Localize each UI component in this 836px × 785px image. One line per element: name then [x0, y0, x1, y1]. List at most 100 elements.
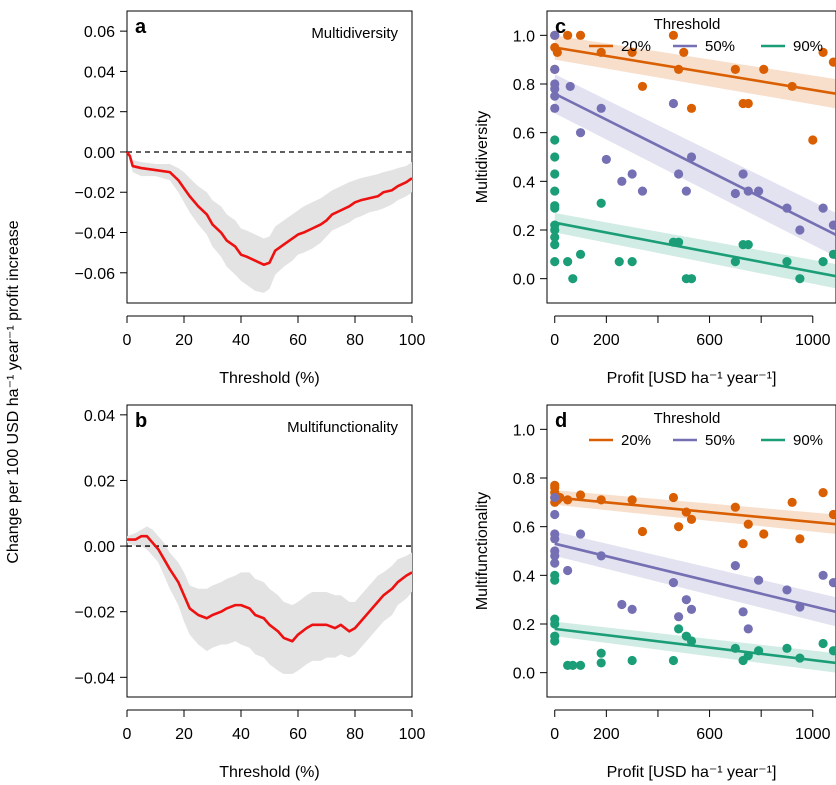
data-point [828, 509, 836, 520]
data-point [552, 47, 562, 57]
data-point [828, 249, 836, 259]
panel-letter: d [555, 410, 567, 432]
data-point [550, 152, 560, 162]
y-tick-label: −0.06 [75, 266, 116, 283]
y-tick-label: 0.06 [84, 24, 115, 41]
data-point [681, 186, 691, 196]
data-point [818, 257, 828, 267]
y-tick-label: 0.2 [513, 223, 535, 240]
x-tick-label: 200 [593, 726, 620, 743]
data-point [550, 551, 560, 561]
data-point [617, 176, 627, 186]
panel-letter: b [135, 410, 147, 432]
plot-frame [126, 404, 413, 698]
panel-letter: c [555, 16, 566, 38]
data-point [673, 237, 684, 247]
y-tick-label: −0.04 [75, 670, 116, 687]
x-tick-label: 200 [593, 332, 620, 349]
plot-area [550, 30, 836, 289]
data-point [617, 599, 627, 610]
data-point [668, 30, 679, 40]
x-tick-label: 1000 [795, 332, 831, 349]
data-point [668, 655, 679, 666]
plot-area [550, 480, 836, 673]
x-tick-label: 60 [289, 332, 307, 349]
data-point [782, 643, 792, 653]
data-point [550, 534, 560, 544]
y-tick-label: 0.4 [513, 174, 535, 191]
data-point [637, 81, 648, 92]
y-tick-label: −0.02 [75, 605, 116, 622]
panel-title: Multidiversity [311, 25, 398, 42]
data-point [627, 655, 637, 666]
data-point [818, 203, 828, 213]
y-axis-label: Multidiversity [474, 111, 491, 203]
y-tick-label: 0.00 [84, 539, 115, 556]
data-point [627, 169, 637, 179]
data-point [550, 64, 560, 74]
legend-label: 90% [793, 38, 823, 55]
data-point [601, 154, 611, 165]
y-axis-label: Multifunctionality [474, 492, 491, 610]
data-point [787, 497, 797, 507]
data-point [550, 619, 560, 629]
data-point [782, 585, 792, 595]
x-tick-label: 100 [399, 332, 426, 349]
legend-label: 20% [621, 432, 651, 449]
data-point [575, 660, 586, 670]
data-point [550, 240, 560, 250]
data-point [818, 570, 828, 580]
data-point [596, 198, 606, 208]
data-point [575, 249, 586, 259]
x-tick-label: 1000 [795, 726, 831, 743]
x-axis-label: Threshold (%) [219, 370, 319, 387]
data-point [743, 624, 753, 634]
fit-line [554, 46, 836, 96]
data-point [795, 534, 805, 544]
data-point [550, 257, 560, 267]
data-point [673, 522, 684, 532]
data-point [679, 47, 689, 57]
plot-frame [546, 10, 836, 304]
data-point [686, 274, 697, 284]
data-point [550, 30, 560, 40]
data-point [550, 186, 560, 196]
data-point [808, 135, 818, 145]
data-point [668, 578, 679, 588]
data-point [673, 612, 684, 622]
data-point [563, 257, 573, 267]
data-point [686, 103, 697, 113]
x-tick-label: 20 [175, 332, 193, 349]
y-tick-label: 0.8 [513, 471, 535, 488]
data-point [596, 658, 606, 668]
data-point [818, 488, 828, 498]
y-tick-label: 0.8 [513, 77, 535, 94]
data-point [753, 186, 764, 196]
y-tick-label: 0.00 [84, 145, 115, 162]
data-point [563, 30, 573, 40]
legend-label: 20% [621, 38, 651, 55]
confidence-band [127, 151, 412, 293]
legend-title: Threshold [654, 16, 721, 33]
data-point [568, 660, 578, 670]
y-tick-label: 0.04 [84, 408, 115, 425]
data-point [818, 638, 828, 649]
y-tick-label: 0.0 [513, 272, 535, 289]
data-point [550, 570, 560, 580]
data-point [668, 492, 679, 503]
y-tick-label: −0.04 [75, 226, 116, 243]
y-tick-label: 0.6 [513, 126, 535, 143]
data-point [753, 575, 764, 585]
fit-line [554, 542, 836, 614]
data-point [743, 98, 753, 109]
legend-label: 90% [793, 432, 823, 449]
plot-frame [126, 10, 413, 304]
data-point [730, 257, 740, 267]
data-point [627, 604, 637, 615]
data-point [818, 47, 828, 57]
data-point [828, 220, 836, 230]
data-point [730, 188, 740, 199]
data-point [550, 79, 560, 89]
data-point [550, 558, 560, 568]
